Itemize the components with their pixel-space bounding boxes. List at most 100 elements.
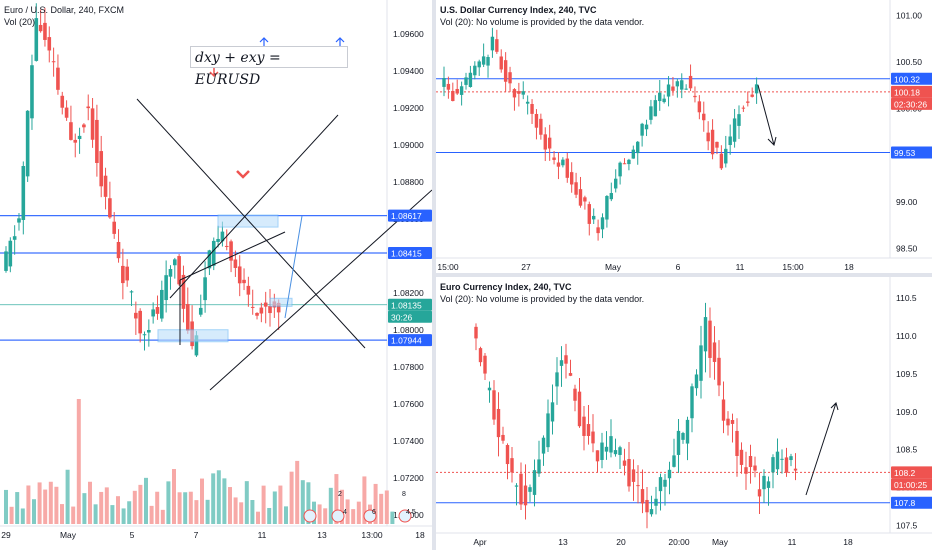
eurusd-chart-panel[interactable]: 1.09600 1.09400 1.09200 1.09000 1.08800 1.086… <box>0 0 432 550</box>
time-tick-label: 13 <box>317 530 327 540</box>
volume-bar <box>99 491 104 524</box>
time-tick-label: May <box>60 530 77 540</box>
volume-bar <box>323 508 328 524</box>
candle-body <box>622 460 627 466</box>
candle-body <box>680 80 684 90</box>
volume-bar <box>194 500 199 524</box>
candle-body <box>229 241 233 261</box>
candle-body <box>793 468 798 471</box>
candle-body <box>203 277 207 301</box>
candle-body <box>539 118 543 135</box>
price-tick-label: 107.5 <box>896 520 918 530</box>
dxy-chart-panel[interactable]: 101.00100.50100.0099.5099.0098.5015:0027… <box>436 0 932 273</box>
candle-body <box>514 485 519 487</box>
candle-body <box>51 61 56 63</box>
candle-body <box>12 236 17 240</box>
candle-body <box>762 475 766 490</box>
candle-body <box>474 326 478 339</box>
candle-body <box>609 193 614 200</box>
candle-body <box>658 477 663 492</box>
candle-body <box>530 104 534 114</box>
candle-body <box>181 274 186 309</box>
candle-body <box>600 442 604 460</box>
candle-body <box>224 245 229 247</box>
candle-body <box>757 489 762 497</box>
candle-body <box>613 450 618 455</box>
volume-bar <box>121 508 126 524</box>
candle-body <box>578 189 583 206</box>
price-badge-bg <box>891 466 932 479</box>
volume-bar <box>200 478 204 524</box>
price-badge: 107.8 <box>894 498 916 508</box>
exy-chart-svg[interactable]: 110.5110.0109.5109.0108.5108.0107.5Apr13… <box>436 277 932 550</box>
candle-body <box>537 459 541 474</box>
dxy-chart-svg[interactable]: 101.00100.50100.0099.5099.0098.5015:0027… <box>436 0 932 273</box>
candle-body <box>503 60 508 82</box>
volume-bar <box>144 477 148 524</box>
resistance-zone <box>217 214 279 228</box>
candle-body <box>496 408 501 438</box>
candle-body <box>750 94 754 97</box>
candle-body <box>30 65 34 119</box>
candle-body <box>789 456 793 461</box>
price-tick-label: 1.07800 <box>393 362 424 372</box>
volume-bar <box>177 492 182 524</box>
candle-body <box>658 92 662 102</box>
volume-bar <box>138 484 143 524</box>
volume-bar <box>384 490 389 524</box>
price-badge-bg <box>891 146 932 159</box>
panel-divider-vertical[interactable] <box>432 0 436 550</box>
candle-body <box>744 467 748 474</box>
trend-line-channel <box>209 189 432 391</box>
volume-bar <box>272 491 277 524</box>
candle-body <box>605 196 609 220</box>
price-badge: 30:26 <box>391 312 413 322</box>
volume-bar <box>216 470 221 524</box>
candle-body <box>86 106 91 109</box>
dxy-header: U.S. Dollar Currency Index, 240, TVC Vol… <box>440 4 644 28</box>
time-tick-label: 11 <box>258 530 267 540</box>
volume-bar <box>32 499 36 524</box>
candle-body <box>499 56 503 70</box>
candle-body <box>263 302 268 307</box>
price-tick-label: 1.08200 <box>393 288 424 298</box>
volume-bar <box>356 501 361 524</box>
current-zone <box>269 297 293 307</box>
candle-body <box>519 473 523 505</box>
candle-body <box>559 360 564 366</box>
price-tick-label: 1.07400 <box>393 436 424 446</box>
candle-body <box>573 388 577 401</box>
candle-body <box>754 84 759 94</box>
candle-body <box>481 56 486 65</box>
candle-body <box>60 95 65 108</box>
price-tick-label: 108.5 <box>896 445 918 455</box>
exy-chart-panel[interactable]: 110.5110.0109.5109.0108.5108.0107.5Apr13… <box>436 277 932 550</box>
volume-bar <box>43 489 48 524</box>
candle-body <box>492 390 496 420</box>
candle-body <box>47 37 52 51</box>
time-tick-label: 13 <box>558 537 568 547</box>
candle-body <box>753 465 757 471</box>
candle-body <box>501 434 505 441</box>
volume-bar <box>71 506 76 524</box>
candle-body <box>486 56 490 66</box>
panel-divider-horizontal[interactable] <box>436 273 932 277</box>
candle-body <box>4 251 8 271</box>
candle-body <box>220 231 225 242</box>
candle-body <box>112 221 117 234</box>
candle-body <box>459 86 464 95</box>
price-badge-bg <box>388 334 432 347</box>
candle-body <box>622 163 627 165</box>
volume-bar <box>149 505 154 524</box>
eurusd-chart-svg[interactable]: 1.09600 1.09400 1.09200 1.09000 1.08800 1.086… <box>0 0 432 550</box>
price-tick-label: 110.5 <box>896 293 917 303</box>
candle-body <box>541 437 546 454</box>
candle-body <box>735 430 739 456</box>
candle-body <box>155 307 160 314</box>
candle-body <box>631 149 636 159</box>
candle-body <box>276 302 281 313</box>
price-badge-bg <box>891 496 932 509</box>
candle-body <box>69 122 73 140</box>
candle-body <box>517 91 521 94</box>
candle-body <box>649 106 653 120</box>
